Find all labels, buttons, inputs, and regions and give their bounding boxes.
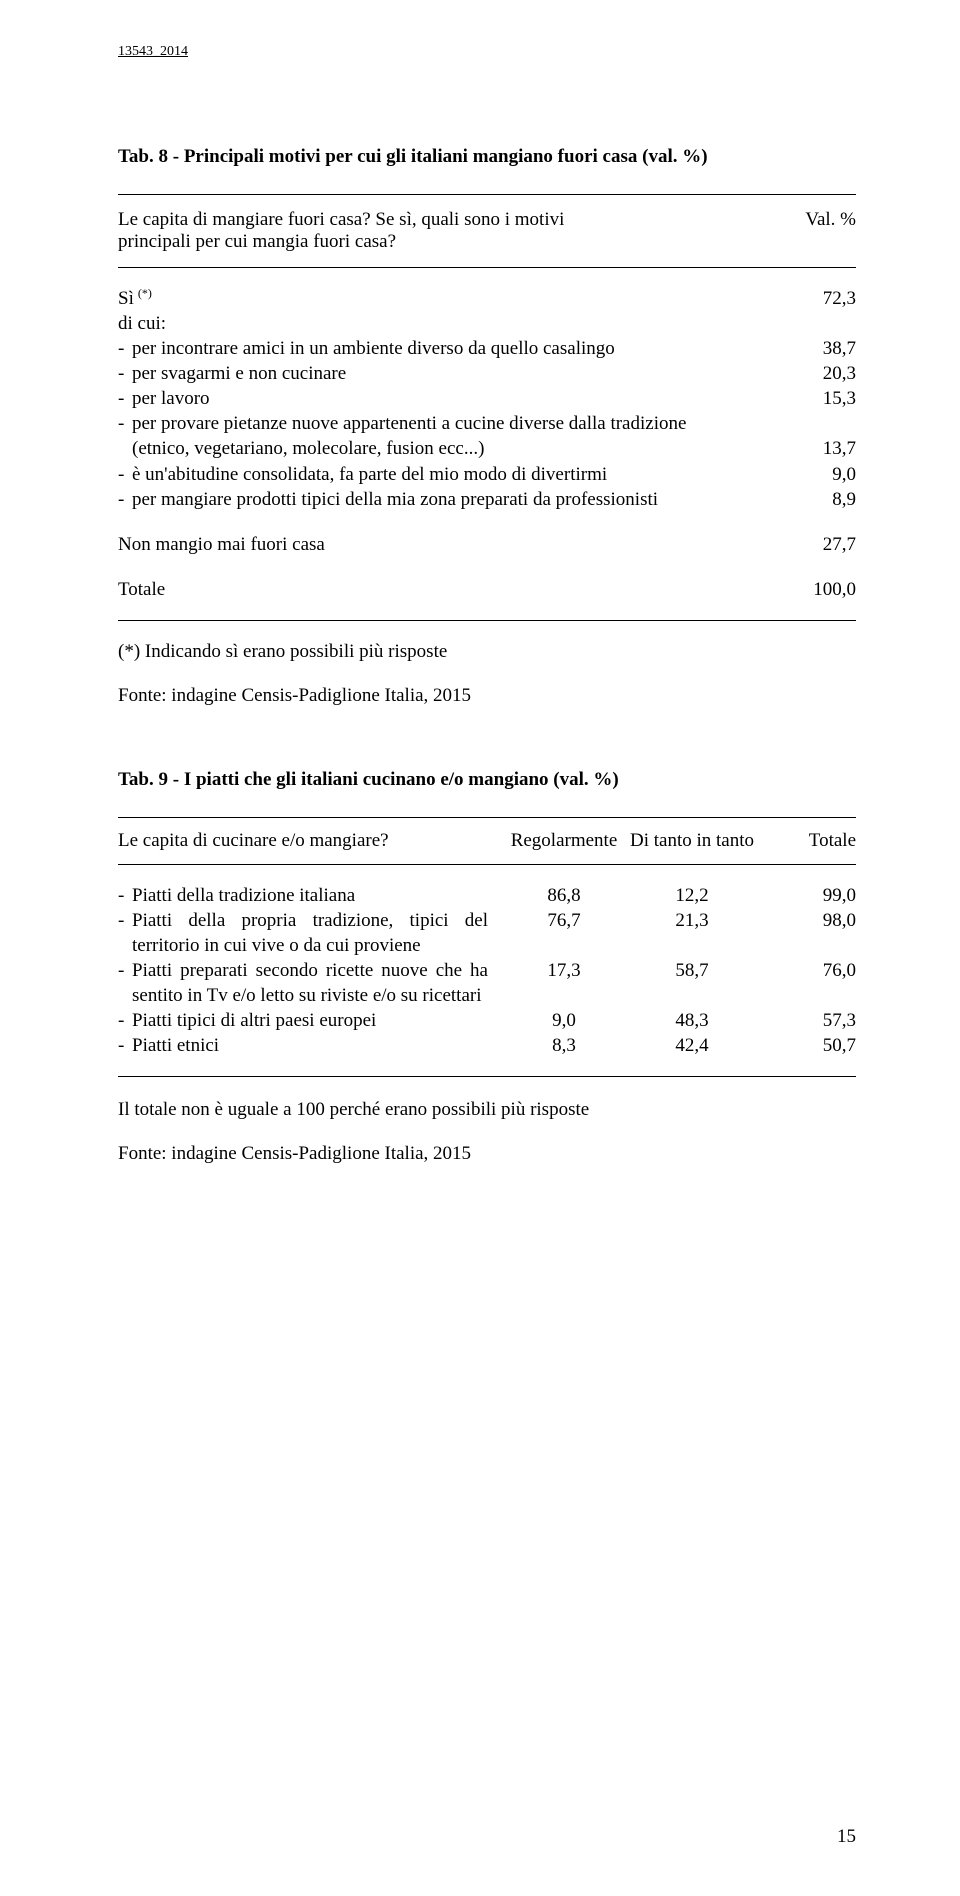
tab9-row-c1: 76,7: [500, 908, 628, 933]
tab8-totale-val: 100,0: [786, 577, 856, 602]
tab9-row-c2: 48,3: [628, 1008, 756, 1033]
tab9-source: Fonte: indagine Censis-Padiglione Italia…: [118, 1143, 856, 1165]
table-row: -Piatti della tradizione italiana 86,8 1…: [118, 883, 856, 908]
table-row: -per svagarmi e non cucinare 20,3: [118, 361, 856, 386]
rule: [118, 620, 856, 621]
tab9-header-row: Le capita di cucinare e/o mangiare? Rego…: [118, 818, 856, 864]
tab8-row-val: 20,3: [786, 361, 856, 386]
tab8-body: Sì (*) 72,3 di cui: -per incontrare amic…: [118, 268, 856, 620]
tab8-non-mangio-label: Non mangio mai fuori casa: [118, 532, 786, 557]
table-row: -per lavoro 15,3: [118, 386, 856, 411]
table-row: -Piatti preparati secondo ricette nuove …: [118, 958, 856, 1008]
tab8-footnote: (*) Indicando sì erano possibili più ris…: [118, 641, 856, 663]
page-number: 15: [837, 1826, 856, 1848]
tab9-row-c3: 76,0: [756, 958, 856, 983]
tab8-question: Le capita di mangiare fuori casa? Se sì,…: [118, 209, 638, 253]
tab9-row-label: Piatti della propria tradizione, tipici …: [132, 908, 488, 958]
tab9-row-c1: 17,3: [500, 958, 628, 983]
tab8-si-sup: (*): [134, 286, 152, 302]
tab8-dicui-label: di cui:: [118, 311, 786, 336]
tab9-row-c1: 8,3: [500, 1033, 628, 1058]
tab8-source: Fonte: indagine Censis-Padiglione Italia…: [118, 685, 856, 707]
table-row: -per incontrare amici in un ambiente div…: [118, 336, 856, 361]
table-row: -per provare pietanze nuove appartenenti…: [118, 411, 856, 461]
table-row: -Piatti etnici 8,3 42,4 50,7: [118, 1033, 856, 1058]
tab9-row-c3: 98,0: [756, 908, 856, 933]
tab8-row-label: è un'abitudine consolidata, fa parte del…: [132, 462, 607, 487]
document-page: 13543_2014 Tab. 8 - Principali motivi pe…: [0, 0, 960, 1896]
tab9-row-c2: 58,7: [628, 958, 756, 983]
tab8-si-val: 72,3: [786, 286, 856, 311]
tab8-row-label: per lavoro: [132, 386, 210, 411]
table-row: -Piatti della propria tradizione, tipici…: [118, 908, 856, 958]
tab8-totale-row: Totale 100,0: [118, 577, 856, 602]
tab9-title: Tab. 9 - I piatti che gli italiani cucin…: [118, 769, 856, 791]
tab8-title: Tab. 8 - Principali motivi per cui gli i…: [118, 146, 856, 168]
tab9-body: -Piatti della tradizione italiana 86,8 1…: [118, 865, 856, 1077]
rule: [118, 1076, 856, 1077]
tab9-row-c2: 12,2: [628, 883, 756, 908]
document-id-header: 13543_2014: [118, 44, 856, 60]
tab9-row-c3: 50,7: [756, 1033, 856, 1058]
tab9-row-c1: 86,8: [500, 883, 628, 908]
tab8-row-val: 8,9: [786, 487, 856, 512]
tab9-row-c2: 21,3: [628, 908, 756, 933]
table-8: Tab. 8 - Principali motivi per cui gli i…: [118, 146, 856, 707]
tab9-row-label: Piatti della tradizione italiana: [132, 883, 488, 908]
tab8-row-label: per provare pietanze nuove appartenenti …: [132, 411, 692, 461]
tab8-non-mangio-row: Non mangio mai fuori casa 27,7: [118, 532, 856, 557]
tab8-row-val: 15,3: [786, 386, 856, 411]
tab8-row-label: per mangiare prodotti tipici della mia z…: [132, 487, 658, 512]
tab9-row-c2: 42,4: [628, 1033, 756, 1058]
tab9-question: Le capita di cucinare e/o mangiare?: [118, 830, 500, 852]
tab8-dicui: di cui:: [118, 311, 856, 336]
tab9-row-label: Piatti tipici di altri paesi europei: [132, 1008, 488, 1033]
tab9-col3-header: Totale: [756, 830, 856, 852]
tab8-row-label: per svagarmi e non cucinare: [132, 361, 346, 386]
tab8-question-col: Val. %: [785, 209, 856, 253]
tab8-totale-label: Totale: [118, 577, 786, 602]
tab9-col1-header: Regolarmente: [500, 830, 628, 852]
tab9-row-label: Piatti etnici: [132, 1033, 488, 1058]
table-row: -Piatti tipici di altri paesi europei 9,…: [118, 1008, 856, 1033]
tab8-si-label: Sì: [118, 286, 134, 311]
tab8-row-val: 9,0: [786, 462, 856, 487]
tab8-row-val: 13,7: [786, 436, 856, 461]
tab9-row-c3: 99,0: [756, 883, 856, 908]
tab8-row-si: Sì (*) 72,3: [118, 286, 856, 311]
table-row: -per mangiare prodotti tipici della mia …: [118, 487, 856, 512]
tab8-question-row: Le capita di mangiare fuori casa? Se sì,…: [118, 195, 856, 267]
tab9-row-c1: 9,0: [500, 1008, 628, 1033]
table-9: Tab. 9 - I piatti che gli italiani cucin…: [118, 769, 856, 1166]
tab9-col2-header: Di tanto in tanto: [628, 830, 756, 852]
tab8-row-label: per incontrare amici in un ambiente dive…: [132, 336, 615, 361]
table-row: -è un'abitudine consolidata, fa parte de…: [118, 462, 856, 487]
tab9-row-c3: 57,3: [756, 1008, 856, 1033]
tab9-row-label: Piatti preparati secondo ricette nuove c…: [132, 958, 488, 1008]
tab8-row-val: 38,7: [786, 336, 856, 361]
tab9-bottom-note: Il totale non è uguale a 100 perché eran…: [118, 1099, 856, 1121]
tab8-non-mangio-val: 27,7: [786, 532, 856, 557]
